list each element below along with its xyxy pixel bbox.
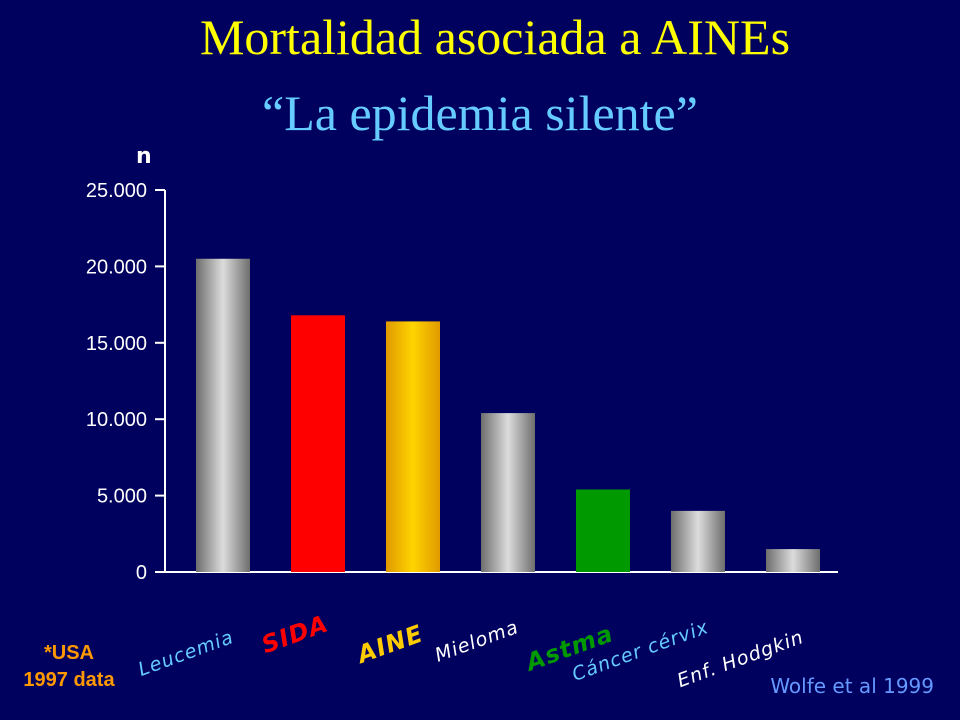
x-tick-label: AINE (352, 619, 427, 669)
bar-enf-hodgkin (766, 549, 820, 572)
y-tick-label: 25.000 (86, 180, 147, 202)
note-line-2: 1997 data (23, 669, 115, 691)
y-tick-label: 5.000 (97, 486, 147, 508)
y-tick-label: 10.000 (86, 409, 147, 431)
y-tick-label: 15.000 (86, 333, 147, 355)
source-citation: Wolfe et al 1999 (770, 674, 934, 698)
data-note: *USA 1997 data (8, 640, 130, 694)
x-tick-label: Leucemia (135, 626, 236, 681)
chart-title: Mortalidad asociada a AINEs (199, 9, 791, 65)
y-axis-label: n (136, 144, 152, 169)
y-ticks: 0 5.000 10.000 15.000 20.000 25.000 (86, 180, 165, 584)
bar-leucemia (196, 258, 250, 572)
bar-aine (386, 321, 440, 572)
note-line-1: *USA (43, 642, 94, 664)
bar-c-ncer-c-rvix (671, 510, 725, 572)
bar-astma (576, 489, 630, 572)
y-tick-label: 0 (136, 562, 147, 584)
x-tick-label: Mieloma (432, 616, 522, 667)
bar-mieloma (481, 413, 535, 572)
x-tick-label: SIDA (258, 609, 332, 659)
y-tick-label: 20.000 (86, 256, 147, 278)
bar-sida (291, 315, 345, 572)
chart-subtitle: “La epidemia silente” (262, 85, 698, 141)
bars (196, 258, 820, 572)
